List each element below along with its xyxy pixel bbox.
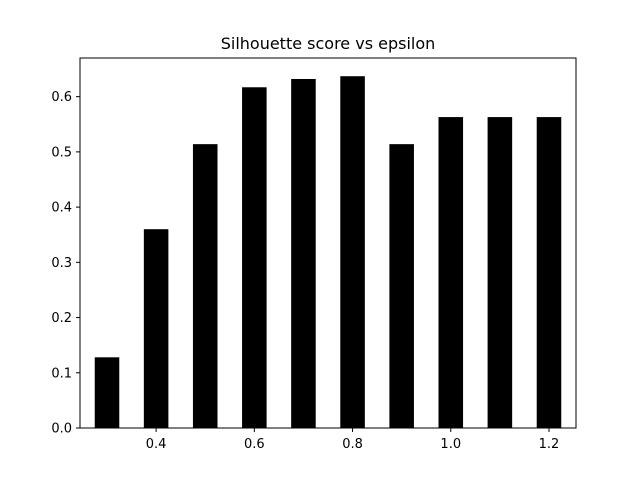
y-tick-label: 0.1 [51, 366, 72, 381]
y-tick-label: 0.4 [51, 201, 72, 216]
bar [340, 76, 365, 428]
bar [242, 87, 267, 429]
y-tick-label: 0.0 [51, 422, 72, 437]
bar [438, 117, 464, 428]
bar [487, 117, 513, 428]
chart-title: Silhouette score vs epsilon [221, 34, 436, 53]
x-tick-label: 0.8 [342, 437, 363, 452]
bar [94, 357, 120, 428]
y-tick-label: 0.5 [51, 145, 72, 160]
y-tick-label: 0.3 [51, 256, 72, 271]
bar [291, 78, 316, 429]
x-tick-label: 1.2 [539, 437, 560, 452]
y-tick-label: 0.6 [51, 90, 72, 105]
bar [536, 117, 562, 428]
bar-series [94, 76, 562, 429]
bar [143, 229, 169, 428]
x-axis: 0.4 0.6 0.8 1.0 1.2 [146, 428, 560, 452]
x-tick-label: 0.6 [244, 437, 265, 452]
bar [389, 144, 414, 428]
plot-frame [79, 57, 577, 429]
x-tick-label: 0.4 [146, 437, 167, 452]
x-tick-label: 1.0 [440, 437, 461, 452]
y-axis: 0.0 0.1 0.2 0.3 0.4 0.5 0.6 [51, 90, 80, 437]
bar [192, 144, 218, 428]
y-tick-label: 0.2 [51, 311, 72, 326]
